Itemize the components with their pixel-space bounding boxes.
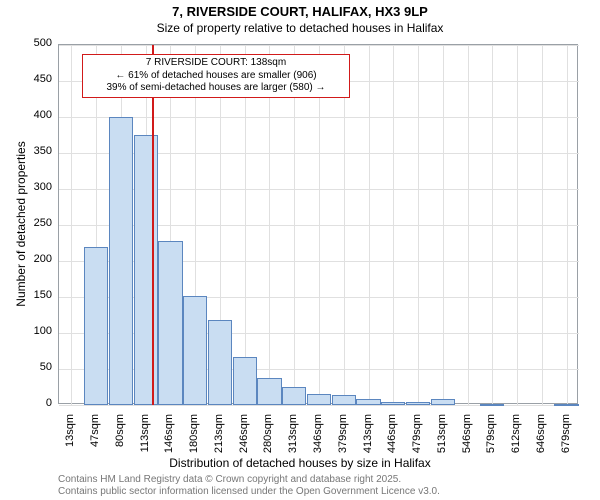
- ytick-label: 500: [20, 37, 52, 49]
- ytick-label: 250: [20, 217, 52, 229]
- histogram-bar: [282, 387, 306, 405]
- histogram-bar: [109, 117, 133, 405]
- gridline-v: [468, 45, 469, 405]
- ytick-label: 400: [20, 109, 52, 121]
- gridline-v: [393, 45, 394, 405]
- xtick-label: 679sqm: [560, 414, 572, 464]
- ytick-label: 350: [20, 145, 52, 157]
- xtick-label: 313sqm: [287, 414, 299, 464]
- histogram-bar: [307, 394, 331, 405]
- xtick-label: 546sqm: [461, 414, 473, 464]
- gridline-v: [344, 45, 345, 405]
- ytick-label: 450: [20, 73, 52, 85]
- xtick-label: 13sqm: [64, 414, 76, 464]
- histogram-bar: [208, 320, 232, 405]
- xtick-label: 413sqm: [362, 414, 374, 464]
- xtick-label: 80sqm: [114, 414, 126, 464]
- xtick-label: 579sqm: [485, 414, 497, 464]
- xtick-label: 146sqm: [163, 414, 175, 464]
- histogram-bar: [406, 402, 430, 405]
- annotation-line-3: 39% of semi-detached houses are larger (…: [87, 82, 345, 95]
- histogram-bar: [134, 135, 158, 405]
- gridline-v: [542, 45, 543, 405]
- xtick-label: 379sqm: [337, 414, 349, 464]
- histogram-bar: [84, 247, 108, 405]
- gridline-v: [245, 45, 246, 405]
- xtick-label: 246sqm: [238, 414, 250, 464]
- xtick-label: 446sqm: [386, 414, 398, 464]
- ytick-label: 50: [20, 361, 52, 373]
- gridline-v: [492, 45, 493, 405]
- histogram-bar: [257, 378, 281, 405]
- histogram-bar: [332, 395, 356, 405]
- xtick-label: 180sqm: [188, 414, 200, 464]
- xtick-label: 47sqm: [89, 414, 101, 464]
- xtick-label: 346sqm: [312, 414, 324, 464]
- histogram-bar: [480, 404, 504, 406]
- chart-title: 7, RIVERSIDE COURT, HALIFAX, HX3 9LP: [0, 4, 600, 19]
- histogram-bar: [381, 402, 405, 405]
- ytick-label: 100: [20, 325, 52, 337]
- xtick-label: 113sqm: [139, 414, 151, 464]
- gridline-v: [567, 45, 568, 405]
- gridline-v: [443, 45, 444, 405]
- xtick-label: 479sqm: [411, 414, 423, 464]
- xtick-label: 612sqm: [510, 414, 522, 464]
- histogram-bar: [158, 241, 182, 405]
- gridline-v: [319, 45, 320, 405]
- histogram-bar: [233, 357, 257, 405]
- histogram-bar: [356, 399, 380, 405]
- histogram-bar: [431, 399, 455, 405]
- plot-area: [58, 44, 578, 404]
- xtick-label: 280sqm: [262, 414, 274, 464]
- histogram-bar: [183, 296, 207, 405]
- gridline-v: [71, 45, 72, 405]
- ytick-label: 200: [20, 253, 52, 265]
- footer-line-2: Contains public sector information licen…: [58, 486, 440, 497]
- chart-subtitle: Size of property relative to detached ho…: [0, 21, 600, 35]
- property-marker-line: [152, 45, 154, 405]
- histogram-bar: [554, 404, 578, 406]
- annotation-box: 7 RIVERSIDE COURT: 138sqm ← 61% of detac…: [82, 54, 350, 98]
- ytick-label: 0: [20, 397, 52, 409]
- annotation-line-2: ← 61% of detached houses are smaller (90…: [87, 70, 345, 83]
- ytick-label: 150: [20, 289, 52, 301]
- xtick-label: 213sqm: [213, 414, 225, 464]
- xtick-label: 513sqm: [436, 414, 448, 464]
- gridline-v: [369, 45, 370, 405]
- annotation-line-1: 7 RIVERSIDE COURT: 138sqm: [87, 57, 345, 70]
- footer-line-1: Contains HM Land Registry data © Crown c…: [58, 474, 401, 485]
- xtick-label: 646sqm: [535, 414, 547, 464]
- chart-container: 7, RIVERSIDE COURT, HALIFAX, HX3 9LP Siz…: [0, 0, 600, 500]
- gridline-v: [418, 45, 419, 405]
- gridline-v: [269, 45, 270, 405]
- gridline-v: [517, 45, 518, 405]
- gridline-v: [294, 45, 295, 405]
- ytick-label: 300: [20, 181, 52, 193]
